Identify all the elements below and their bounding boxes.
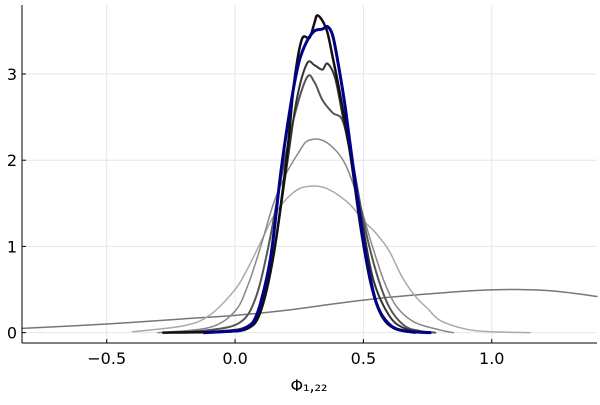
y-tick-label: 2 — [7, 151, 17, 170]
grid — [22, 5, 597, 343]
x-tick-label: 0.5 — [351, 349, 376, 368]
density-curve-3 — [157, 138, 454, 334]
y-tick-label: 0 — [7, 324, 17, 343]
tick-labels: −0.5 0.0 0.5 1.0 0 1 2 3 — [7, 65, 505, 368]
density-curve-1 — [21, 288, 598, 330]
density-curve-2 — [131, 185, 532, 334]
density-curve-6 — [161, 14, 416, 334]
series-group — [21, 14, 598, 335]
y-tick-label: 3 — [7, 65, 17, 84]
x-tick-label: 1.0 — [479, 349, 504, 368]
x-axis-title: Φ₁,₂₂ — [291, 376, 328, 395]
x-tick-label: 0.0 — [222, 349, 247, 368]
density-curve-4 — [162, 74, 437, 334]
x-tick-label: −0.5 — [87, 349, 126, 368]
density-curve-7 — [202, 24, 432, 335]
y-tick-label: 1 — [7, 237, 17, 256]
axes — [21, 5, 597, 344]
